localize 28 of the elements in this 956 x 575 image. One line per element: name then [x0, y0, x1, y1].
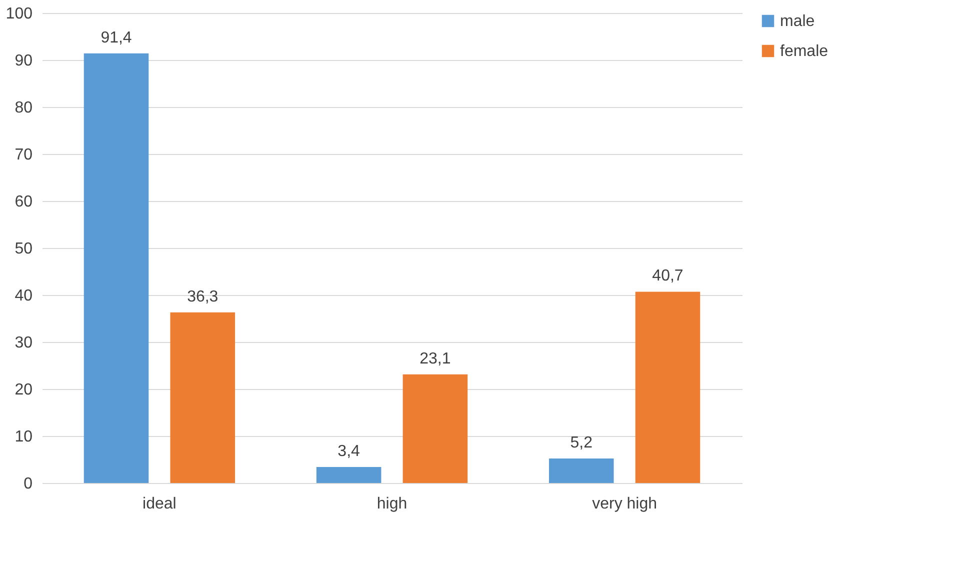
data-label: 36,3: [187, 288, 218, 306]
y-tick-label: 80: [14, 100, 33, 116]
bar: [84, 53, 149, 483]
y-tick-label: 100: [6, 6, 33, 22]
y-tick-label: 70: [14, 146, 33, 164]
data-label: 5,2: [570, 434, 593, 452]
legend-label: female: [780, 43, 828, 60]
y-tick-label: 50: [14, 240, 33, 258]
y-tick-label: 40: [14, 288, 33, 304]
y-tick-label: 30: [14, 334, 33, 352]
legend-label: male: [780, 13, 815, 30]
y-tick-label: 10: [14, 428, 33, 446]
x-tick-label: very high: [592, 496, 658, 512]
bar: [635, 292, 700, 483]
bar: [548, 458, 614, 483]
y-tick-label: 90: [14, 52, 33, 70]
bar: [170, 312, 236, 483]
data-label: 3,4: [338, 443, 360, 460]
bar: [316, 467, 382, 483]
x-tick-label: ideal: [142, 496, 176, 512]
y-tick-label: 60: [14, 194, 33, 210]
data-label: 40,7: [652, 268, 684, 285]
y-tick-label: 0: [24, 476, 33, 492]
data-label: 23,1: [420, 350, 451, 368]
data-label: 91,4: [100, 29, 132, 46]
x-tick-label: high: [376, 496, 408, 512]
bar: [402, 374, 468, 483]
y-tick-label: 20: [14, 382, 33, 398]
